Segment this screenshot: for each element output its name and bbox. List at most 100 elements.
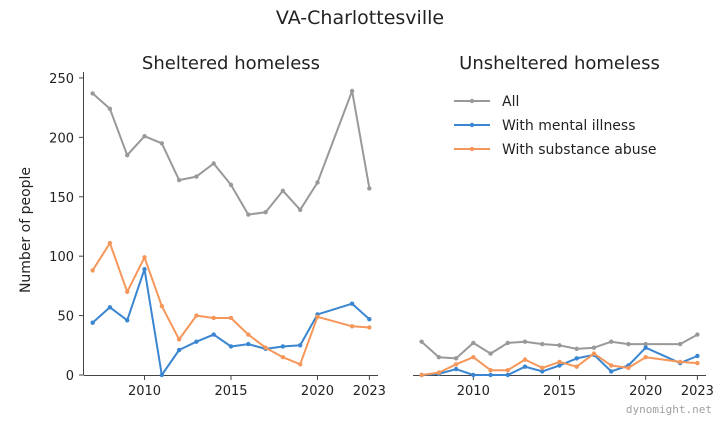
data-point bbox=[677, 341, 683, 347]
data-point bbox=[194, 313, 199, 318]
y-tick-label: 0 bbox=[66, 369, 74, 384]
data-point bbox=[505, 340, 510, 346]
plot-layer: Sheltered homeless 2010 2015 2020 2023 0 50 100… bbox=[49, 53, 714, 399]
series-with-mental-illness bbox=[419, 345, 700, 378]
series-line bbox=[420, 333, 698, 360]
data-point bbox=[211, 315, 216, 321]
data-point bbox=[488, 351, 493, 356]
data-point bbox=[557, 363, 562, 368]
data-point bbox=[176, 177, 182, 183]
data-point bbox=[677, 359, 683, 365]
data-point bbox=[609, 339, 614, 344]
data-point bbox=[125, 289, 130, 295]
data-point bbox=[488, 368, 493, 373]
data-point bbox=[263, 345, 268, 350]
data-point bbox=[453, 366, 459, 372]
data-point bbox=[626, 365, 631, 371]
data-point bbox=[349, 88, 355, 94]
data-point bbox=[176, 347, 182, 353]
series-with-mental-illness bbox=[90, 267, 372, 378]
data-point bbox=[419, 372, 424, 378]
data-point bbox=[159, 303, 165, 309]
data-point bbox=[609, 363, 614, 368]
data-point bbox=[695, 332, 700, 337]
x-tick-label: 2020 bbox=[629, 384, 662, 399]
x-tick-label: 2015 bbox=[214, 384, 247, 399]
data-point bbox=[488, 372, 493, 378]
panel-title: Sheltered homeless bbox=[142, 53, 320, 74]
legend-marker bbox=[469, 98, 475, 104]
panel-1: Sheltered homeless 2010 2015 2020 2023 0 50 100… bbox=[49, 53, 386, 399]
data-point bbox=[228, 315, 234, 321]
data-point bbox=[194, 174, 199, 179]
series-all bbox=[419, 332, 700, 361]
x-tick-label: 2020 bbox=[301, 384, 334, 399]
data-point bbox=[159, 372, 165, 378]
panel-2: Unsheltered homeless 2010 2015 2020 2023 All W… bbox=[413, 53, 714, 399]
data-point bbox=[367, 325, 372, 330]
data-point bbox=[591, 351, 597, 356]
data-point bbox=[367, 316, 372, 322]
data-point bbox=[125, 152, 130, 158]
data-point bbox=[522, 357, 528, 362]
data-point bbox=[263, 210, 268, 215]
data-point bbox=[90, 91, 95, 96]
data-point bbox=[297, 207, 303, 213]
data-point bbox=[228, 344, 234, 349]
data-point bbox=[540, 365, 545, 371]
data-point bbox=[574, 356, 579, 361]
chart-title: VA-Charlottesville bbox=[276, 7, 444, 29]
data-point bbox=[557, 343, 562, 348]
data-point bbox=[211, 161, 216, 166]
data-point bbox=[142, 255, 147, 260]
data-point bbox=[90, 320, 95, 325]
panel-title: Unsheltered homeless bbox=[459, 53, 660, 74]
data-point bbox=[315, 180, 320, 185]
data-point bbox=[142, 133, 147, 139]
data-point bbox=[280, 188, 286, 194]
y-tick-label: 200 bbox=[49, 131, 74, 146]
data-point bbox=[228, 182, 234, 188]
data-point bbox=[211, 332, 216, 337]
data-point bbox=[471, 372, 476, 378]
data-point bbox=[626, 341, 631, 347]
series-with-substance-abuse bbox=[419, 351, 700, 378]
x-tick-label: 2010 bbox=[128, 384, 161, 399]
data-point bbox=[142, 267, 147, 272]
x-tick-label: 2023 bbox=[681, 384, 714, 399]
y-axis-label: Number of people bbox=[18, 167, 34, 293]
data-point bbox=[540, 369, 545, 374]
data-point bbox=[591, 345, 597, 350]
data-point bbox=[574, 364, 579, 369]
series-all bbox=[90, 88, 372, 217]
data-point bbox=[695, 353, 700, 359]
data-point bbox=[367, 186, 372, 191]
data-point bbox=[176, 337, 182, 342]
data-point bbox=[246, 212, 251, 217]
data-point bbox=[557, 359, 562, 365]
data-point bbox=[125, 318, 130, 323]
data-point bbox=[246, 341, 251, 347]
data-point bbox=[436, 370, 442, 375]
x-tick-label: 2010 bbox=[457, 384, 490, 399]
data-point bbox=[280, 344, 286, 349]
x-tick-label: 2015 bbox=[543, 384, 576, 399]
series-line bbox=[421, 352, 698, 376]
data-point bbox=[107, 305, 113, 310]
legend-marker bbox=[469, 146, 475, 152]
data-point bbox=[522, 339, 528, 344]
series-line bbox=[91, 268, 371, 376]
data-point bbox=[643, 341, 648, 347]
data-point bbox=[453, 356, 459, 361]
y-tick-label: 50 bbox=[57, 310, 74, 325]
data-point bbox=[349, 324, 355, 329]
data-point bbox=[574, 346, 579, 352]
data-point bbox=[280, 354, 286, 360]
data-point bbox=[436, 354, 442, 360]
data-point bbox=[471, 340, 476, 346]
data-point bbox=[505, 372, 510, 378]
data-point bbox=[246, 332, 251, 337]
data-point bbox=[471, 354, 476, 360]
